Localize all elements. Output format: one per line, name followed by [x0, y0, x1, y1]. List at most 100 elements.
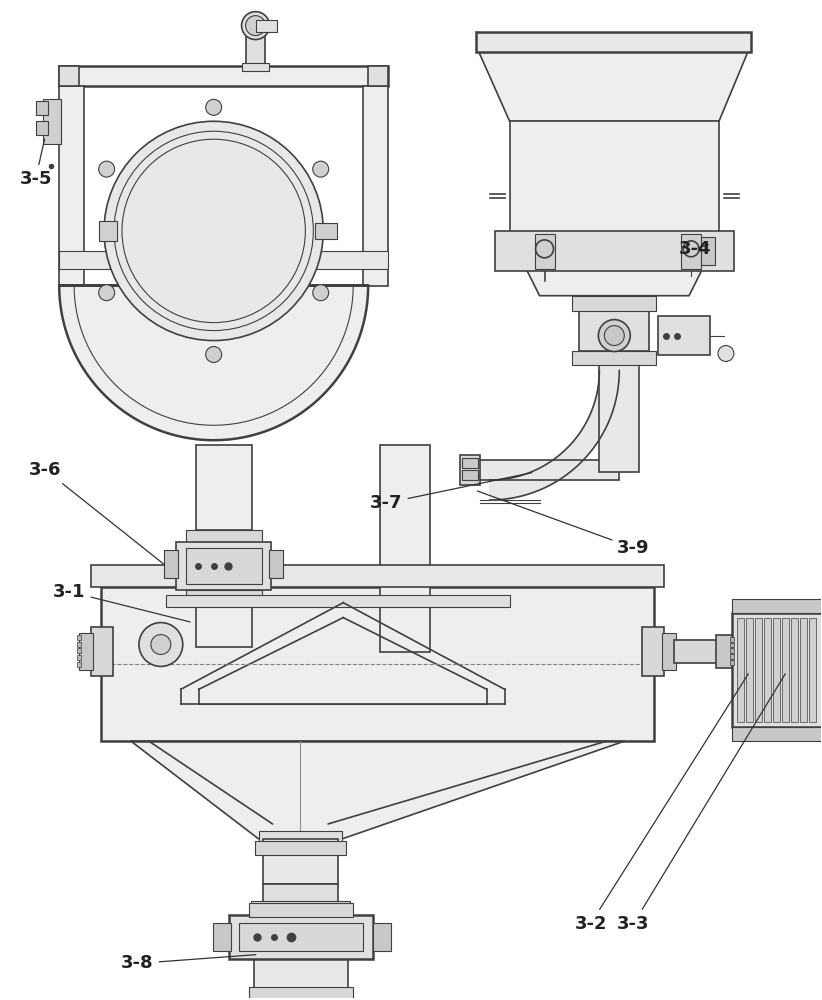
Bar — [572, 351, 656, 365]
Bar — [800, 618, 806, 722]
Bar — [658, 316, 710, 355]
Circle shape — [104, 121, 323, 341]
Polygon shape — [490, 370, 619, 500]
Bar — [262, 884, 338, 904]
Bar — [730, 654, 734, 659]
Bar — [599, 365, 640, 472]
Bar — [773, 618, 780, 722]
Bar — [782, 618, 789, 722]
Bar — [510, 121, 719, 236]
Bar — [373, 923, 391, 951]
Bar — [77, 662, 81, 667]
Circle shape — [242, 12, 270, 40]
Bar — [59, 66, 79, 86]
Circle shape — [312, 285, 329, 301]
Bar — [258, 831, 342, 847]
Bar — [462, 470, 478, 480]
Circle shape — [718, 346, 734, 361]
Bar — [36, 121, 48, 135]
Bar — [730, 637, 734, 642]
Circle shape — [536, 240, 553, 258]
Bar — [253, 959, 349, 989]
Bar — [196, 602, 252, 647]
Polygon shape — [131, 741, 624, 839]
Bar — [368, 66, 388, 86]
Bar — [737, 618, 744, 722]
Circle shape — [206, 99, 222, 115]
Circle shape — [604, 326, 624, 346]
Bar — [809, 618, 815, 722]
Circle shape — [99, 161, 114, 177]
Bar — [99, 221, 117, 241]
Bar — [663, 633, 677, 670]
Bar — [701, 237, 715, 265]
Circle shape — [139, 623, 182, 666]
Text: 3-2: 3-2 — [575, 674, 748, 933]
Bar — [166, 595, 510, 607]
Circle shape — [151, 635, 171, 654]
Text: 3-4: 3-4 — [679, 240, 712, 258]
Bar — [730, 648, 734, 653]
Bar — [59, 66, 388, 86]
Bar — [77, 642, 81, 647]
Bar — [176, 542, 271, 590]
Bar — [732, 599, 822, 613]
Text: 3-9: 3-9 — [478, 491, 650, 557]
Bar — [91, 565, 664, 587]
Circle shape — [312, 161, 329, 177]
Bar — [270, 550, 284, 578]
Text: 3-1: 3-1 — [53, 583, 190, 622]
Bar — [534, 234, 555, 269]
Circle shape — [246, 16, 266, 36]
Text: 3-5: 3-5 — [20, 139, 52, 188]
Bar — [248, 903, 353, 917]
Bar — [716, 635, 732, 668]
Bar — [732, 727, 822, 741]
Bar — [791, 618, 797, 722]
Bar — [262, 839, 338, 884]
Bar — [248, 987, 353, 1000]
Bar — [77, 655, 81, 660]
Circle shape — [683, 241, 699, 257]
Text: 3-3: 3-3 — [617, 674, 785, 933]
Circle shape — [598, 320, 630, 352]
Bar — [572, 296, 656, 311]
Bar — [316, 223, 337, 239]
Bar — [238, 923, 363, 951]
Bar — [186, 548, 261, 584]
Bar — [246, 32, 266, 67]
Bar — [91, 627, 113, 676]
Bar — [36, 101, 48, 115]
Circle shape — [206, 347, 222, 362]
Bar — [681, 234, 701, 269]
Bar — [674, 640, 719, 663]
Bar — [255, 841, 346, 855]
Bar — [59, 251, 388, 269]
Bar — [196, 445, 252, 530]
Bar — [580, 311, 649, 351]
Bar — [242, 63, 270, 71]
Text: 3-8: 3-8 — [121, 954, 256, 972]
Bar — [746, 618, 753, 722]
Bar — [363, 86, 388, 286]
Text: 3-6: 3-6 — [30, 461, 164, 564]
Circle shape — [99, 285, 114, 301]
Bar — [475, 460, 619, 480]
Text: 3-7: 3-7 — [370, 473, 532, 512]
Bar — [459, 455, 480, 485]
Bar — [186, 590, 261, 602]
Bar — [213, 923, 231, 951]
Bar — [642, 627, 664, 676]
Polygon shape — [510, 236, 719, 296]
Bar — [256, 20, 278, 32]
Bar — [462, 458, 478, 468]
Bar — [77, 635, 81, 640]
Bar — [755, 618, 762, 722]
Bar — [764, 618, 771, 722]
Bar — [730, 660, 734, 665]
Bar — [476, 32, 750, 52]
Bar — [79, 633, 93, 670]
Bar — [186, 530, 261, 542]
Bar — [101, 587, 654, 741]
Bar — [44, 99, 61, 144]
